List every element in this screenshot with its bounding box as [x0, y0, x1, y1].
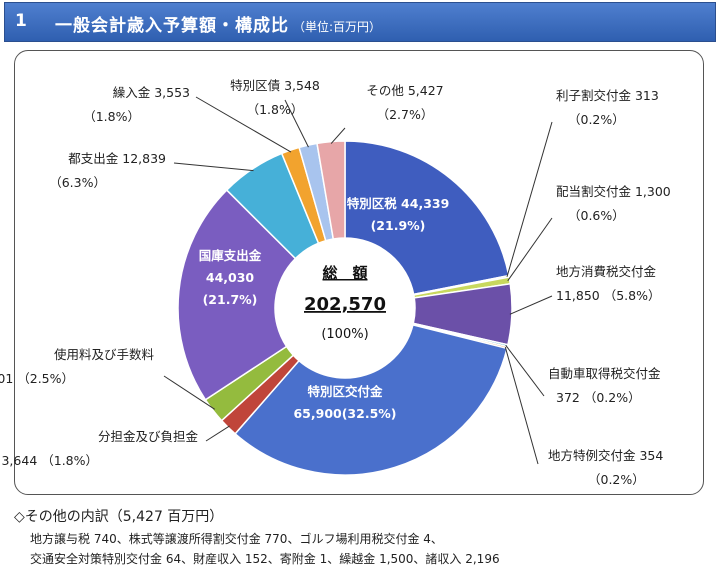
slice-5-leader-line [504, 346, 539, 465]
slice-12-leader-line [284, 99, 309, 148]
slice-11-leader-line [195, 96, 292, 153]
other-breakdown-line-1: 地方譲与税 740、株式等譲渡所得割交付金 770、ゴルフ場利用税交付金 4、 [30, 532, 443, 546]
slice-3-label-row-2: 11,850 （5.8%） [556, 288, 660, 303]
unit-label: （単位:百万円） [293, 20, 382, 34]
slice-2-leader-line [507, 217, 553, 282]
center-total: 202,570 [304, 294, 386, 315]
slice-4-label-row-1: 自動車取得税交付金 [548, 366, 661, 381]
slice-10-label-row-1: 都支出金 12,839 [68, 151, 166, 166]
slice-5-label-row-1: 地方特例交付金 354 [548, 448, 663, 463]
slice-13-label-row-2: （2.7%） [377, 107, 434, 122]
slice-13-leader-line [330, 127, 346, 144]
slice-12-label-row-1: 特別区債 3,548 [230, 78, 320, 93]
slice-7-leader-line [205, 425, 230, 442]
slice-12-label-row-2: （1.8%） [247, 102, 304, 117]
other-breakdown-heading: ◇その他の内訳（5,427 百万円） [14, 509, 224, 525]
slice-4-leader-line [505, 344, 545, 397]
slice-3-leader-line [509, 295, 553, 315]
slice-3-label-row-1: 地方消費税交付金 [556, 264, 657, 279]
section-number: 1 [15, 11, 27, 31]
slice-1-leader-line [506, 121, 553, 277]
slice-0-label-name: 特別区税 44,339 [347, 196, 450, 211]
section-title-text: 一般会計歳入予算額・構成比 [55, 16, 289, 36]
slice-1-label-row-2: （0.2%） [568, 112, 625, 127]
slice-13-wedge [316, 140, 346, 240]
slice-6-label-value: 65,900(32.5%) [293, 406, 396, 421]
slice-9-wedge [177, 189, 297, 401]
slice-6-wedge [234, 324, 508, 476]
slice-7-label-row-2: 3,644 （1.8%） [1, 453, 98, 468]
slice-0-wedge [344, 140, 510, 296]
slice-1-label-row-1: 利子割交付金 313 [556, 88, 659, 103]
slice-9-label-value: 44,030 [206, 270, 255, 285]
donut-chart: 特別区税 44,339 (21.9%) 利子割交付金 313 （0.2%） 配当割交付金… [0, 78, 671, 487]
slice-11-label-row-1: 繰入金 3,553 [113, 85, 190, 100]
slice-8-label-row-2: 5,101 （2.5%） [0, 371, 74, 386]
slice-10-leader-line [173, 162, 254, 172]
center-percent: (100%) [321, 327, 368, 342]
slice-9-label-name: 国庫支出金 [199, 248, 262, 263]
slice-4-label-row-2: 372 （0.2%） [556, 390, 641, 405]
slice-6-label-name: 特別区交付金 [307, 384, 383, 399]
slice-9-label-percent: (21.7%) [203, 292, 258, 307]
slice-2-label-row-1: 配当割交付金 1,300 [556, 184, 671, 199]
section-title: 一般会計歳入予算額・構成比 （単位:百万円） [55, 11, 381, 36]
slice-5-label-row-2: （0.2%） [588, 472, 645, 487]
slice-0-label-value: (21.9%) [371, 218, 426, 233]
other-breakdown-line-2: 交通安全対策特別交付金 64、財産収入 152、寄附金 1、繰越金 1,500、… [30, 552, 500, 566]
slice-2-label-row-2: （0.6%） [568, 208, 625, 223]
slice-8-leader-line [163, 375, 216, 410]
slice-13-label-row-1: その他 5,427 [366, 83, 443, 98]
slice-8-label-row-1: 使用料及び手数料 [54, 347, 155, 362]
section-header: 1 一般会計歳入予算額・構成比 （単位:百万円） [4, 2, 716, 42]
slice-10-label-row-2: （6.3%） [49, 175, 106, 190]
center-title: 総 額 [322, 264, 367, 282]
slice-11-label-row-2: （1.8%） [83, 109, 140, 124]
slice-7-label-row-1: 分担金及び負担金 [98, 429, 199, 444]
